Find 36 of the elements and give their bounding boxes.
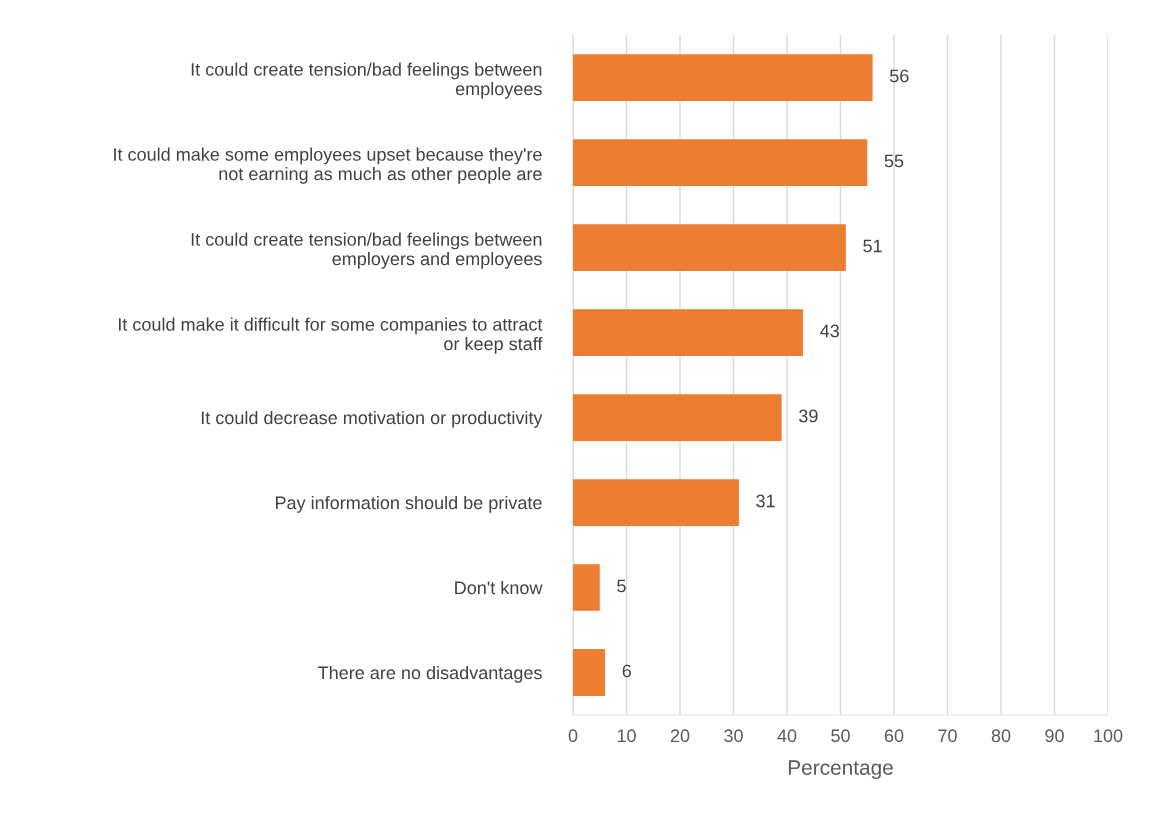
x-tick-label: 60 bbox=[884, 729, 904, 743]
y-tick-label: Don't know bbox=[455, 580, 543, 595]
data-label: 56 bbox=[889, 69, 909, 83]
data-label: 55 bbox=[884, 154, 904, 168]
data-label: 51 bbox=[863, 239, 882, 253]
y-tick-label: It could make some employees upset because they're not earning as much as other people are bbox=[114, 147, 542, 184]
data-label: 31 bbox=[756, 494, 775, 508]
bar bbox=[573, 139, 868, 186]
x-axis-title: Percentage bbox=[788, 760, 893, 780]
bar bbox=[573, 479, 739, 526]
x-tick-label: 70 bbox=[938, 729, 957, 743]
bar bbox=[573, 54, 873, 101]
y-tick-label: It could create tension/bad feelings between employees bbox=[191, 62, 542, 99]
x-tick-label: 90 bbox=[1045, 729, 1064, 743]
y-tick-label: It could decrease motivation or productivity bbox=[201, 410, 543, 428]
x-tick-label: 50 bbox=[831, 729, 850, 743]
x-tick-label: 30 bbox=[724, 729, 743, 743]
bar bbox=[573, 224, 846, 271]
bar bbox=[573, 564, 600, 611]
bar bbox=[573, 309, 804, 356]
x-tick-label: 0 bbox=[568, 729, 578, 743]
data-label: 6 bbox=[622, 664, 632, 678]
data-label: 39 bbox=[799, 409, 818, 423]
x-tick-label: 10 bbox=[617, 729, 636, 743]
y-tick-label: It could make it difficult for some companies to attract or keep staff bbox=[118, 317, 543, 354]
data-label: 5 bbox=[617, 579, 626, 593]
x-tick-label: 80 bbox=[991, 729, 1011, 743]
x-tick-label: 20 bbox=[670, 729, 690, 743]
x-tick-label: 40 bbox=[777, 729, 797, 743]
y-tick-label: There are no disadvantages bbox=[318, 665, 542, 683]
data-label: 43 bbox=[820, 324, 840, 338]
bar bbox=[573, 394, 782, 441]
bar bbox=[573, 649, 606, 696]
y-tick-label: Pay information should be private bbox=[275, 495, 542, 513]
x-tick-label: 100 bbox=[1094, 729, 1123, 743]
y-tick-label: It could create tension/bad feelings between employers and employees bbox=[191, 232, 542, 269]
